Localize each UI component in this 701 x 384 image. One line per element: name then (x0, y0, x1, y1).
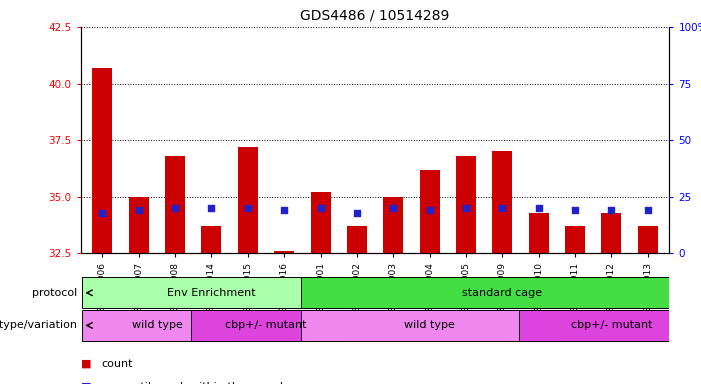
Text: percentile rank within the sample: percentile rank within the sample (102, 382, 290, 384)
Bar (83, 310, 231, 341)
Bar (191, 310, 341, 341)
Bar (165, 156, 185, 253)
Point (569, 207, 580, 214)
Bar (519, 310, 701, 341)
Text: wild type: wild type (132, 320, 182, 331)
Point (351, 210, 362, 216)
Bar (492, 151, 512, 253)
Bar (565, 226, 585, 253)
Point (243, 205, 254, 211)
Text: Env Enrichment: Env Enrichment (167, 288, 256, 298)
Point (206, 205, 217, 211)
Point (533, 205, 544, 211)
Text: cbp+/- mutant: cbp+/- mutant (571, 320, 652, 331)
Text: standard cage: standard cage (462, 288, 543, 298)
Bar (638, 226, 658, 253)
Bar (274, 251, 294, 253)
Text: ■: ■ (81, 359, 91, 369)
Bar (456, 156, 476, 253)
Text: wild type: wild type (404, 320, 455, 331)
Point (642, 207, 653, 214)
Text: ■: ■ (81, 382, 91, 384)
Bar (420, 170, 440, 253)
Bar (83, 277, 341, 308)
Point (424, 207, 435, 214)
Point (388, 205, 399, 211)
Text: genotype/variation: genotype/variation (0, 320, 77, 331)
Text: count: count (102, 359, 133, 369)
Bar (129, 197, 149, 253)
Point (97, 210, 108, 216)
Bar (529, 213, 549, 253)
Title: GDS4486 / 10514289: GDS4486 / 10514289 (300, 9, 450, 23)
Point (170, 205, 181, 211)
Bar (601, 213, 621, 253)
Point (496, 205, 508, 211)
Bar (301, 310, 559, 341)
Point (278, 207, 290, 214)
Point (606, 207, 617, 214)
Bar (301, 277, 701, 308)
Text: cbp+/- mutant: cbp+/- mutant (225, 320, 307, 331)
Text: protocol: protocol (32, 288, 77, 298)
Bar (93, 68, 112, 253)
Bar (238, 147, 258, 253)
Point (133, 207, 144, 214)
Point (315, 205, 326, 211)
Bar (383, 197, 403, 253)
Bar (311, 192, 330, 253)
Point (461, 205, 472, 211)
Bar (347, 226, 367, 253)
Bar (201, 226, 222, 253)
